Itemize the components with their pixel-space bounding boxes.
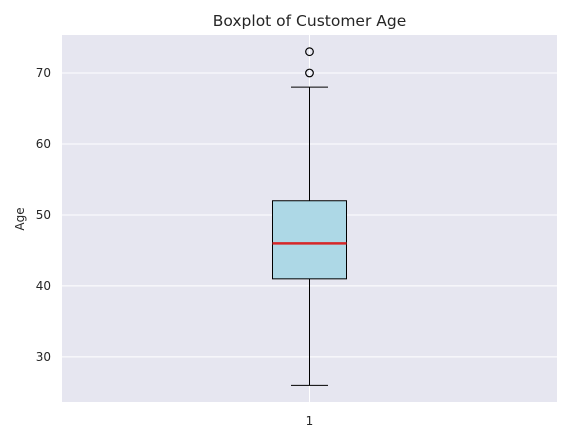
chart-title: Boxplot of Customer Age: [213, 12, 407, 30]
y-tick-label: 60: [36, 137, 51, 151]
x-tick-label: 1: [306, 414, 314, 428]
y-tick-label: 40: [36, 279, 51, 293]
y-tick-label: 30: [36, 350, 51, 364]
y-tick-label: 50: [36, 208, 51, 222]
x-axis-ticks: 1: [306, 414, 314, 428]
y-axis-label: Age: [13, 207, 27, 230]
y-axis-ticks: 30 40 50 60 70: [36, 66, 51, 364]
iqr-box: [273, 201, 347, 279]
y-tick-label: 70: [36, 66, 51, 80]
